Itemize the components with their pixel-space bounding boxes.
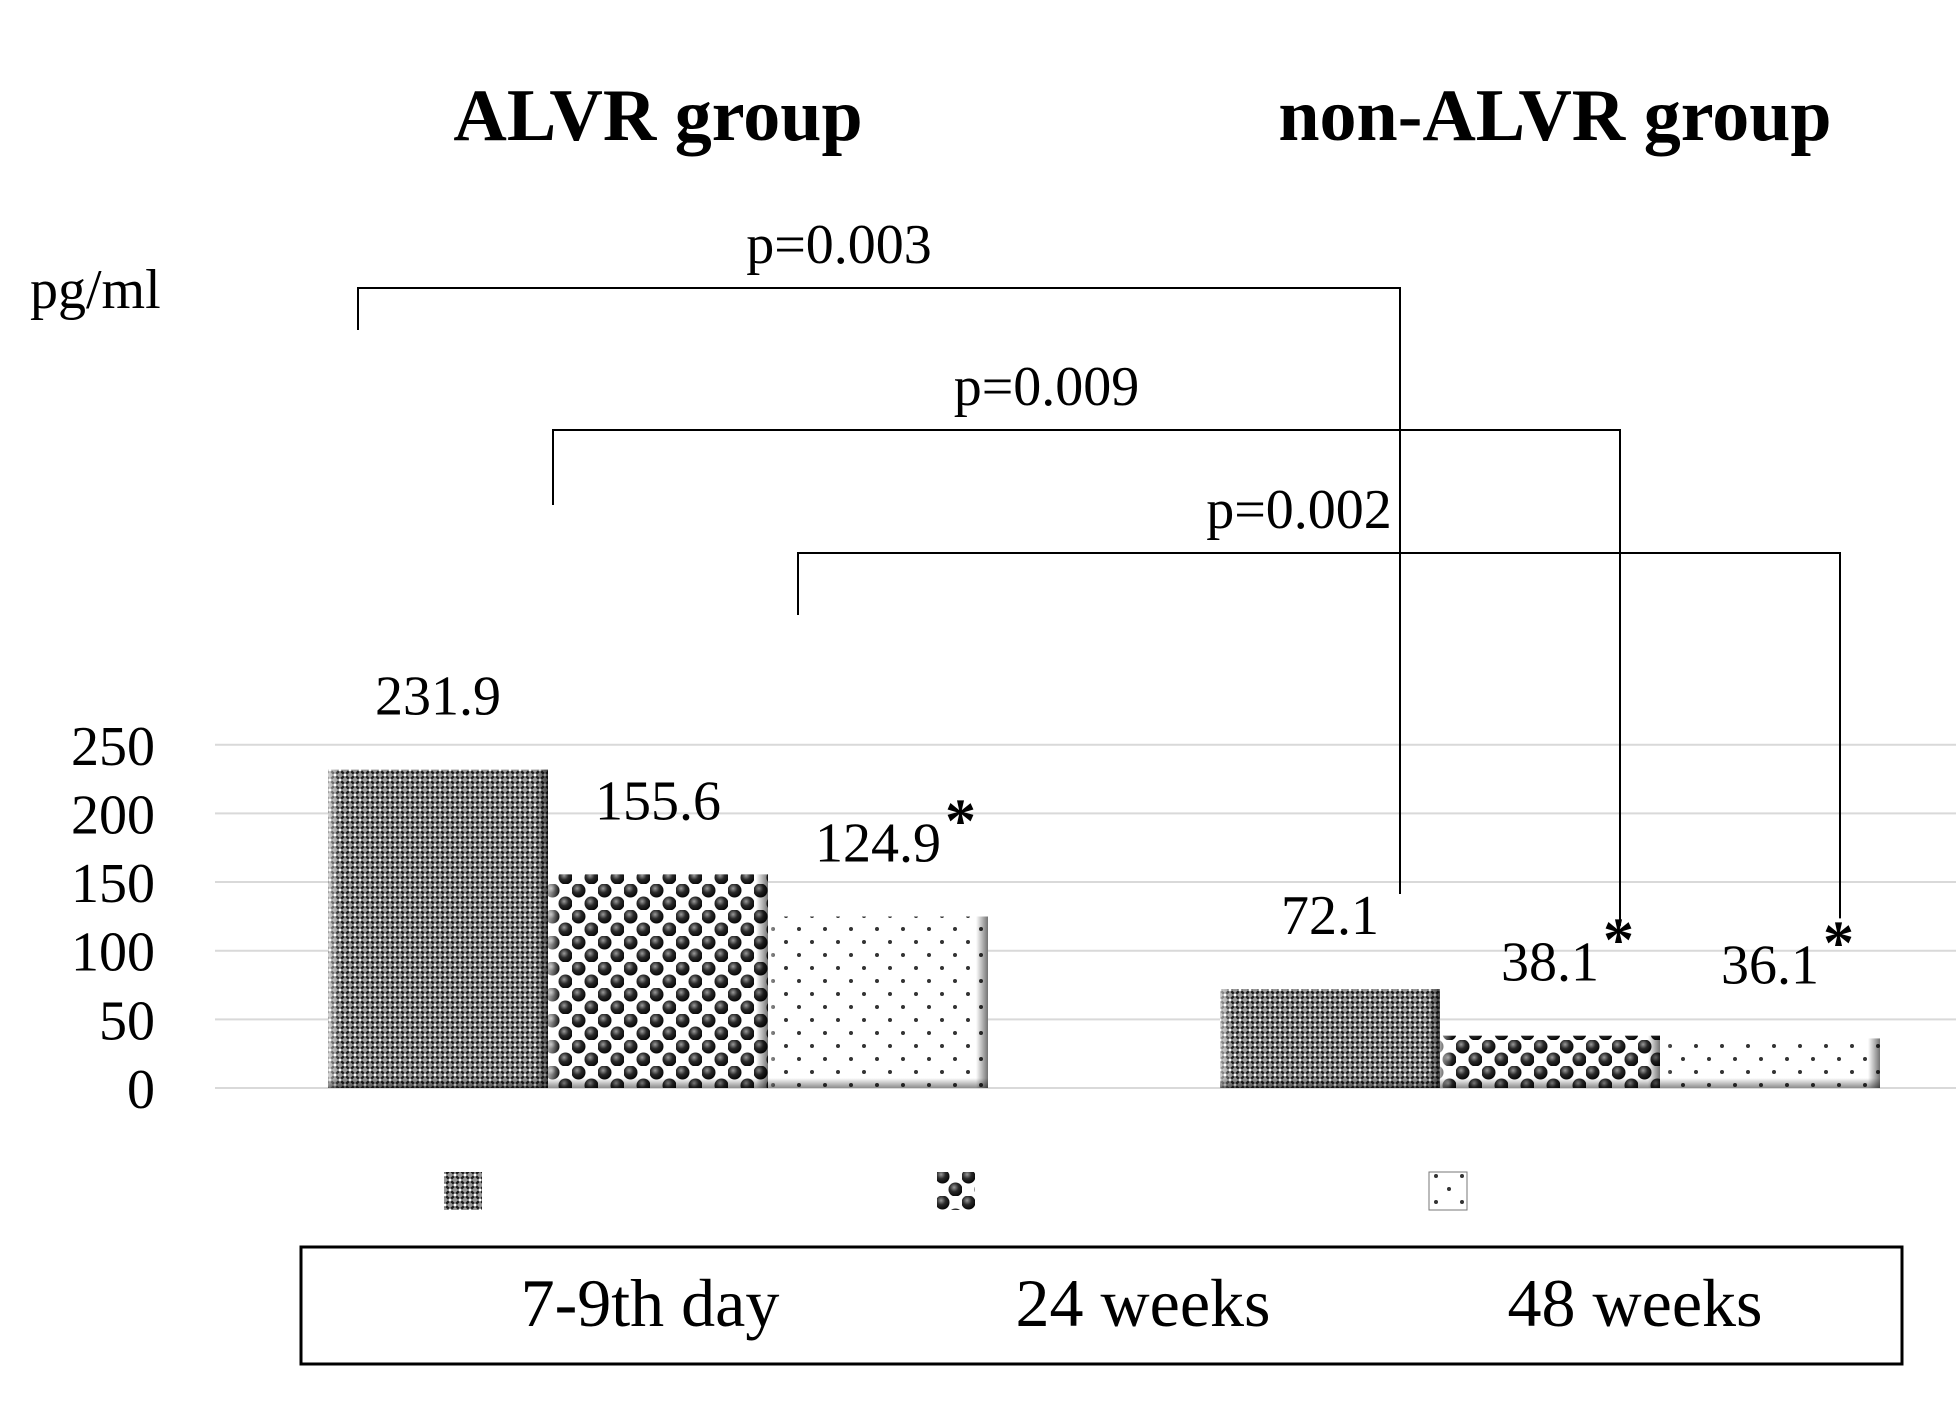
significance-asterisk: * (1823, 909, 1854, 977)
bar-bevel-left (768, 916, 780, 1088)
bar-bevel-bottom (768, 1078, 988, 1088)
bar-bevel-right (756, 874, 768, 1088)
bar-alvr-group-48-weeks (768, 916, 988, 1088)
legend-box (299, 1245, 1904, 1366)
legend-label-7-9th-day: 7-9th day (521, 1265, 780, 1341)
data-label-non-alvr-group-24-weeks: 38.1 (1501, 932, 1599, 994)
bars (328, 769, 1880, 1088)
y-tick-250: 250 (71, 716, 155, 778)
bracket-line (357, 287, 1401, 895)
bar-bevel-right (1428, 989, 1440, 1088)
legend-label-48-weeks: 48 weeks (1508, 1265, 1763, 1341)
bar-non-alvr-group-7-9th-day (1220, 989, 1440, 1088)
significance-asterisk: * (945, 788, 976, 856)
y-tick-100: 100 (71, 922, 155, 984)
y-tick-0: 0 (127, 1059, 155, 1121)
bar-non-alvr-group-24-weeks (1440, 1035, 1660, 1088)
bar-bevel-left (1660, 1038, 1672, 1088)
bar-bevel-right (1868, 1038, 1880, 1088)
y-axis-unit: pg/ml (30, 259, 161, 321)
bar-bevel-bottom (548, 1078, 768, 1088)
y-tick-50: 50 (99, 990, 155, 1052)
p-value-label: p=0.003 (746, 214, 932, 276)
legend-swatch-7-9th-day (444, 1172, 482, 1210)
bar-bevel-right (976, 916, 988, 1088)
data-label-alvr-group-24-weeks: 155.6 (595, 770, 721, 832)
bracket-48-weeks: p=0.002 (797, 479, 1841, 919)
group-title-non-alvr: non-ALVR group (1278, 75, 1831, 157)
group-title-alvr: ALVR group (453, 75, 862, 157)
bar-fill (328, 769, 548, 1088)
legend-label-24-weeks: 24 weeks (1016, 1265, 1271, 1341)
bracket-line (552, 429, 1621, 926)
bracket-7-9th-day: p=0.003 (357, 214, 1401, 895)
bar-bevel-bottom (1660, 1078, 1880, 1088)
bracket-24-weeks: p=0.009 (552, 356, 1621, 926)
y-tick-150: 150 (71, 853, 155, 915)
significance-brackets: p=0.003 p=0.009 p=0.002 (357, 214, 1841, 926)
bar-bevel-right (1648, 1035, 1660, 1088)
bar-bevel-bottom (328, 1078, 548, 1088)
bar-bevel-left (548, 874, 560, 1088)
bar-bevel-left (328, 769, 340, 1088)
bar-fill (1220, 989, 1440, 1088)
bar-fill (548, 874, 768, 1088)
bar-bevel-left (1220, 989, 1232, 1088)
bar-bevel-left (1440, 1035, 1452, 1088)
data-label-non-alvr-group-48-weeks: 36.1 (1721, 934, 1819, 996)
data-label-non-alvr-group-7-9th-day: 72.1 (1281, 885, 1379, 947)
bar-alvr-group-24-weeks (548, 874, 768, 1088)
data-label-alvr-group-7-9th-day: 231.9 (375, 666, 501, 728)
p-value-label: p=0.002 (1206, 479, 1392, 541)
p-value-label: p=0.009 (954, 356, 1140, 418)
bar-bevel-right (536, 769, 548, 1088)
bar-fill (768, 916, 988, 1088)
bar-bevel-bottom (1220, 1078, 1440, 1088)
legend: 7-9th day 24 weeks 48 weeks (299, 1171, 1904, 1366)
legend-swatch-48-weeks (1428, 1171, 1468, 1211)
y-tick-200: 200 (71, 784, 155, 846)
legend-swatch-24-weeks (937, 1172, 975, 1210)
bar-bevel-bottom (1440, 1078, 1660, 1088)
bracket-line (797, 552, 1841, 919)
data-label-alvr-group-48-weeks: 124.9 (815, 813, 941, 875)
significance-asterisk: * (1603, 907, 1634, 975)
bar-non-alvr-group-48-weeks (1660, 1038, 1880, 1088)
bar-alvr-group-7-9th-day (328, 769, 548, 1088)
